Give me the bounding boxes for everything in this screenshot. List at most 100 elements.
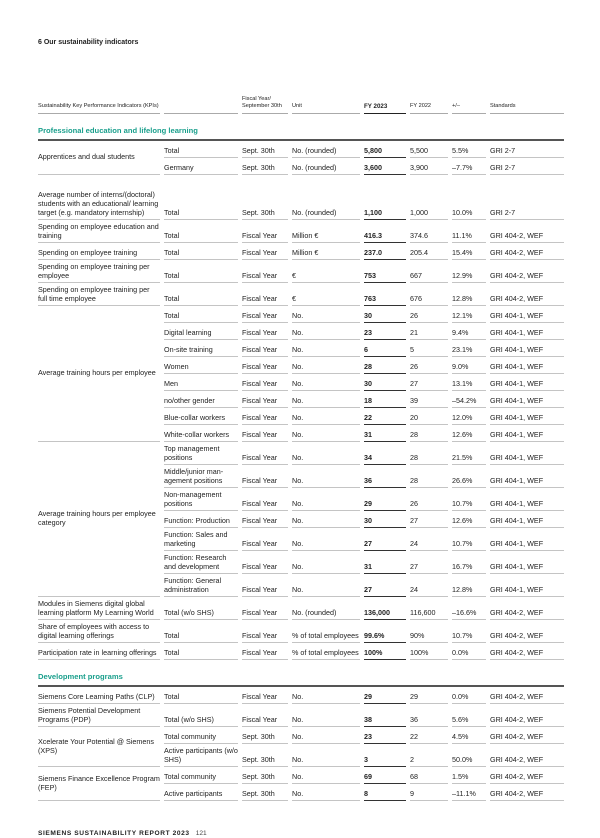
fy2022-value: 39 bbox=[410, 391, 448, 408]
kpi-label: Average training hours per employee bbox=[38, 306, 160, 442]
period-cell: Fiscal Year bbox=[242, 551, 288, 574]
table-row: Average training hours per employee Total… bbox=[38, 306, 564, 442]
fy2022-value: 21 bbox=[410, 323, 448, 340]
kpi-label: Spending on employee training per employ… bbox=[38, 260, 160, 283]
breakdown-cell: Total community bbox=[164, 727, 238, 744]
period-cell: Fiscal Year bbox=[242, 260, 288, 283]
fy2023-value: 237.0 bbox=[364, 243, 406, 260]
period-cell: Fiscal Year bbox=[242, 220, 288, 243]
fy2023-value: 30 bbox=[364, 374, 406, 391]
delta-value: –16.6% bbox=[452, 597, 486, 620]
table-row: Average number of interns/(doctoral) stu… bbox=[38, 175, 564, 220]
chapter-heading: 6 Our sustainability indicators bbox=[38, 39, 139, 46]
unit-cell: No. bbox=[292, 687, 360, 704]
delta-value: 12.9% bbox=[452, 260, 486, 283]
fy2023-value: 3 bbox=[364, 744, 406, 767]
fy2022-value: 2 bbox=[410, 744, 448, 767]
standards-cell: GRI 404-1, WEF bbox=[490, 574, 564, 597]
period-cell: Fiscal Year bbox=[242, 574, 288, 597]
kpi-label: Siemens Potential Development Programs (… bbox=[38, 704, 160, 727]
fy2023-value: 38 bbox=[364, 704, 406, 727]
period-cell: Fiscal Year bbox=[242, 323, 288, 340]
table-row: Average training hours per employee cate… bbox=[38, 442, 564, 597]
delta-value: 10.7% bbox=[452, 620, 486, 643]
header-blank bbox=[164, 90, 238, 114]
standards-cell: GRI 404-2, WEF bbox=[490, 283, 564, 306]
breakdown-cell: Digital learning bbox=[164, 323, 238, 340]
table-row: Spending on employee training per employ… bbox=[38, 260, 564, 283]
period-cell: Fiscal Year bbox=[242, 442, 288, 465]
unit-cell: No. bbox=[292, 528, 360, 551]
delta-value: 0.0% bbox=[452, 643, 486, 660]
delta-value: 0.0% bbox=[452, 687, 486, 704]
kpi-table-container: Sustainability Key Performance Indicator… bbox=[34, 90, 568, 838]
unit-cell: € bbox=[292, 260, 360, 283]
table-row: Spending on employee education and train… bbox=[38, 220, 564, 243]
fy2022-value: 116,600 bbox=[410, 597, 448, 620]
kpi-table: Sustainability Key Performance Indicator… bbox=[34, 90, 568, 801]
table-row: Function: Sales and marketing Fiscal Year… bbox=[38, 528, 564, 551]
unit-cell: No. bbox=[292, 744, 360, 767]
breakdown-cell: Function: Sales and marketing bbox=[164, 528, 238, 551]
breakdown-cell: Total (w/o SHS) bbox=[164, 704, 238, 727]
unit-cell: No. bbox=[292, 306, 360, 323]
table-row: Men Fiscal Year No. 30 27 13.1% GRI 404-1, WEF bbox=[38, 374, 564, 391]
standards-cell: GRI 2-7 bbox=[490, 141, 564, 158]
unit-cell: No. (rounded) bbox=[292, 141, 360, 158]
unit-cell: No. bbox=[292, 442, 360, 465]
table-row: Function: Research and development Fiscal… bbox=[38, 551, 564, 574]
fy2022-value: 27 bbox=[410, 551, 448, 574]
period-cell: Fiscal Year bbox=[242, 283, 288, 306]
standards-cell: GRI 404-1, WEF bbox=[490, 551, 564, 574]
table-row: Digital learning Fiscal Year No. 23 21 9.4% GR… bbox=[38, 323, 564, 340]
fy2022-value: 29 bbox=[410, 687, 448, 704]
period-cell: Sept. 30th bbox=[242, 727, 288, 744]
header-fy2023: FY 2023 bbox=[364, 90, 406, 114]
delta-value: 12.1% bbox=[452, 306, 486, 323]
fy2022-value: 5 bbox=[410, 340, 448, 357]
header-period: Fiscal Year/ September 30th bbox=[242, 90, 288, 114]
header-standards: Standards bbox=[490, 90, 564, 114]
unit-cell: No. (rounded) bbox=[292, 597, 360, 620]
unit-cell: No. bbox=[292, 488, 360, 511]
unit-cell: % of total employees bbox=[292, 620, 360, 643]
period-cell: Sept. 30th bbox=[242, 767, 288, 784]
period-cell: Fiscal Year bbox=[242, 597, 288, 620]
kpi-label: Modules in Siemens digital global learni… bbox=[38, 597, 160, 620]
standards-cell: GRI 404-2, WEF bbox=[490, 687, 564, 704]
fy2022-value: 205.4 bbox=[410, 243, 448, 260]
breakdown-cell: Total bbox=[164, 687, 238, 704]
table-header: Sustainability Key Performance Indicator… bbox=[38, 90, 564, 114]
fy2023-value: 69 bbox=[364, 767, 406, 784]
delta-value: 12.6% bbox=[452, 511, 486, 528]
fy2022-value: 5,500 bbox=[410, 141, 448, 158]
breakdown-cell: On-site training bbox=[164, 340, 238, 357]
standards-cell: GRI 404-2, WEF bbox=[490, 220, 564, 243]
period-cell: Sept. 30th bbox=[242, 158, 288, 175]
table-row: Active participants (w/o SHS) Sept. 30th N… bbox=[38, 744, 564, 767]
standards-cell: GRI 404-2, WEF bbox=[490, 620, 564, 643]
unit-cell: No. bbox=[292, 391, 360, 408]
standards-cell: GRI 404-1, WEF bbox=[490, 511, 564, 528]
breakdown-cell: Blue-collar workers bbox=[164, 408, 238, 425]
breakdown-cell: Total (w/o SHS) bbox=[164, 597, 238, 620]
fy2023-value: 30 bbox=[364, 511, 406, 528]
breakdown-cell: Men bbox=[164, 374, 238, 391]
standards-cell: GRI 404-1, WEF bbox=[490, 391, 564, 408]
table-row: White-collar workers Fiscal Year No. 31 28 12… bbox=[38, 425, 564, 442]
table-row: Share of employees with access to digita… bbox=[38, 620, 564, 643]
standards-cell: GRI 404-2, WEF bbox=[490, 643, 564, 660]
standards-cell: GRI 404-1, WEF bbox=[490, 374, 564, 391]
table-row: Women Fiscal Year No. 28 26 9.0% GRI 404-1, WE… bbox=[38, 357, 564, 374]
table-row: Non-management positions Fiscal Year No. 29… bbox=[38, 488, 564, 511]
period-cell: Fiscal Year bbox=[242, 687, 288, 704]
unit-cell: No. bbox=[292, 357, 360, 374]
fy2022-value: 27 bbox=[410, 374, 448, 391]
period-cell: Fiscal Year bbox=[242, 511, 288, 528]
table-row: Blue-collar workers Fiscal Year No. 22 20 12.… bbox=[38, 408, 564, 425]
header-kpi: Sustainability Key Performance Indicator… bbox=[38, 90, 160, 114]
breakdown-cell: Women bbox=[164, 357, 238, 374]
fy2022-value: 667 bbox=[410, 260, 448, 283]
breakdown-cell: Total bbox=[164, 243, 238, 260]
fy2023-value: 29 bbox=[364, 488, 406, 511]
